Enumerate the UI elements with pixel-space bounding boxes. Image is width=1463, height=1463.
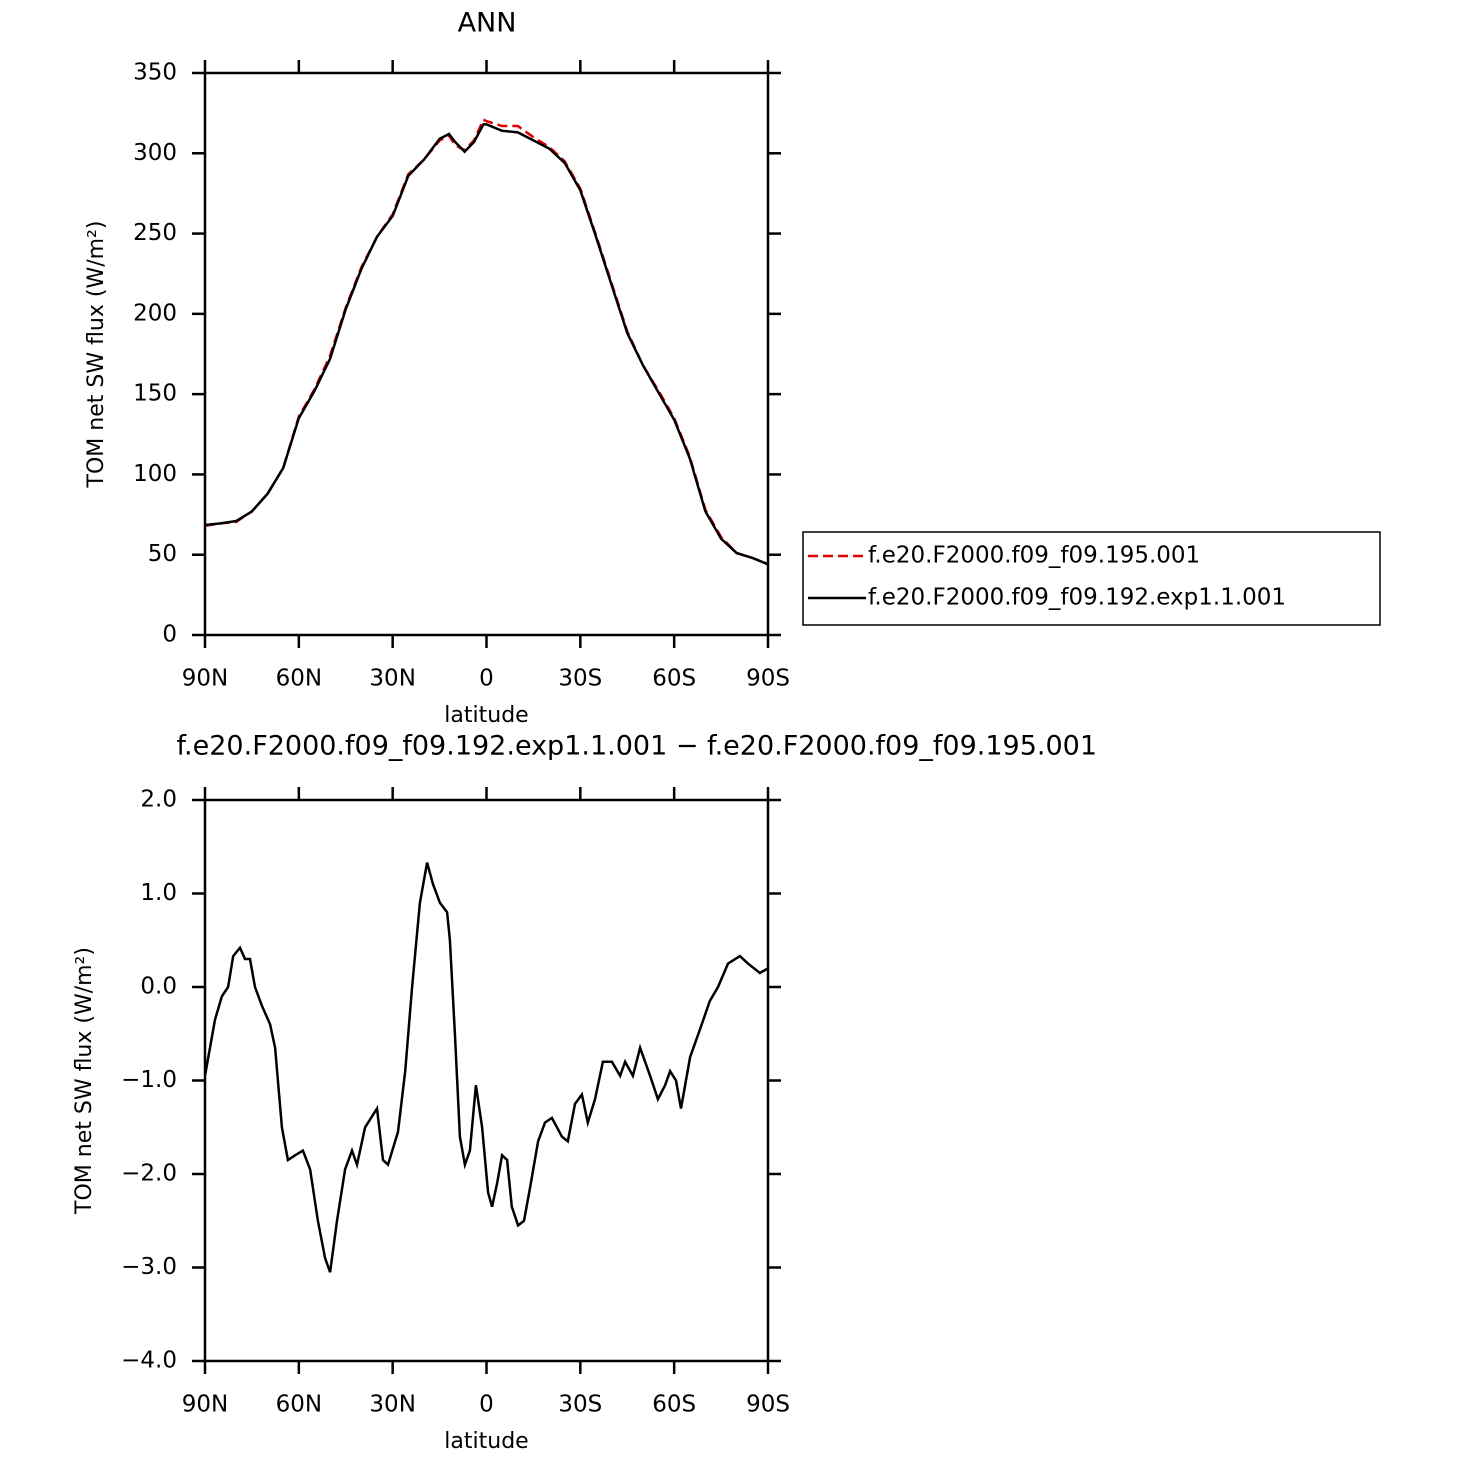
x-tick-label: 90S [746, 1392, 790, 1418]
y-tick-label: 50 [148, 541, 177, 567]
plot-frame [203, 798, 770, 1363]
data-line [203, 862, 769, 1273]
x-tick-label: 30S [558, 666, 602, 692]
y-tick-label: −4.0 [121, 1348, 177, 1374]
legend-label: f.e20.F2000.f09_f09.195.001 [868, 543, 1200, 569]
x-tick-label: 30N [369, 1392, 415, 1418]
y-tick-label: 250 [133, 220, 177, 246]
data-line [204, 123, 769, 566]
x-tick-label: 30S [558, 1392, 602, 1418]
x-tick-label: 90N [182, 1392, 228, 1418]
y-axis-label: TOM net SW flux (W/m²) [72, 947, 97, 1215]
plot-panel: ANN 0 50 100 150 200 250 300 350 90N 60N 30N 0 30S 60S… [84, 8, 790, 729]
chart-title: f.e20.F2000.f09_f09.192.exp1.1.001 − f.e… [177, 731, 1097, 762]
x-tick-label: 30N [369, 666, 415, 692]
x-tick-label: 60S [652, 1392, 696, 1418]
x-tick-label: 60S [652, 666, 696, 692]
y-tick-label: 2.0 [140, 787, 177, 813]
y-tick-label: 0.0 [140, 974, 177, 1000]
y-tick-label: 350 [133, 60, 177, 86]
x-tick-label: 90N [182, 666, 228, 692]
y-tick-label: 0 [162, 622, 177, 648]
y-tick-label: 150 [133, 381, 177, 407]
x-tick-label: 60N [276, 666, 322, 692]
x-tick-label: 90S [746, 666, 790, 692]
y-tick-label: 1.0 [140, 880, 177, 906]
chart-title: ANN [458, 8, 517, 39]
y-axis-label: TOM net SW flux (W/m²) [84, 221, 109, 489]
y-tick-label: 200 [133, 300, 177, 326]
y-tick-label: −3.0 [121, 1254, 177, 1280]
y-tick-label: 100 [133, 461, 177, 487]
x-tick-label: 0 [479, 666, 494, 692]
y-tick-label: 300 [133, 140, 177, 166]
legend-box [802, 531, 1381, 626]
x-tick-label: 0 [479, 1392, 494, 1418]
x-axis-label: latitude [444, 1429, 528, 1454]
plot-frame [203, 71, 770, 637]
plot-panel: f.e20.F2000.f09_f09.192.exp1.1.001 − f.e… [72, 731, 1097, 1455]
y-tick-label: −2.0 [121, 1161, 177, 1187]
x-axis-label: latitude [444, 703, 528, 728]
x-tick-label: 60N [276, 1392, 322, 1418]
data-line [204, 117, 769, 566]
y-tick-label: −1.0 [121, 1067, 177, 1093]
legend-label: f.e20.F2000.f09_f09.192.exp1.1.001 [868, 585, 1286, 611]
legend: f.e20.F2000.f09_f09.195.001 f.e20.F2000.f… [802, 531, 1381, 626]
